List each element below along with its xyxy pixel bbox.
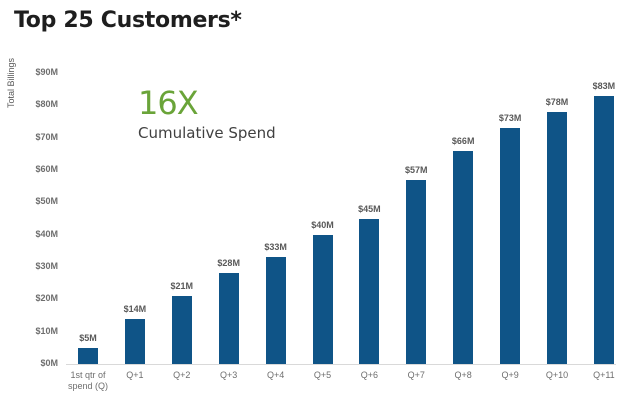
bar: [218, 273, 239, 364]
bar: [124, 318, 145, 364]
y-tick-label: $40M: [35, 228, 58, 239]
bar: [500, 127, 521, 364]
bar-value-label: $14M: [123, 303, 147, 314]
x-tick-label: Q+2: [173, 370, 191, 380]
bar: [171, 296, 192, 364]
x-axis-line: [66, 364, 616, 365]
y-tick-label: $50M: [35, 196, 58, 207]
bar: [78, 347, 98, 364]
bar-value-label: $78M: [545, 96, 569, 107]
x-tick-label: Q+3: [220, 370, 238, 380]
bar-value-label: $33M: [264, 242, 287, 253]
x-tick-label: Q+5: [313, 370, 332, 380]
bar-value-label: $57M: [405, 164, 428, 175]
y-tick-label: $30M: [35, 261, 58, 271]
y-tick-label: $70M: [35, 131, 58, 142]
bar-value-label: $66M: [451, 135, 475, 146]
callout-multiplier: 16X: [138, 84, 199, 122]
x-tick-label: Q+1: [126, 370, 144, 380]
bar: [593, 95, 614, 364]
x-tick-label: 1st qtr of spend (Q): [67, 370, 109, 391]
y-tick-label: $80M: [35, 99, 58, 110]
x-tick-label: Q+6: [360, 370, 379, 380]
bar: [312, 234, 333, 364]
y-tick-label: $20M: [35, 293, 58, 304]
chart-title: Top 25 Customers*: [14, 8, 242, 33]
bar-value-label: $28M: [217, 258, 240, 269]
bar: [265, 257, 286, 364]
x-tick-label: Q+8: [454, 370, 472, 380]
bar-value-label: $21M: [170, 281, 194, 292]
bar: [359, 218, 380, 364]
bar: [406, 179, 427, 364]
callout-label: Cumulative Spend: [138, 124, 276, 142]
y-tick-label: $0M: [40, 358, 58, 368]
x-tick-label: Q+7: [407, 370, 425, 380]
x-tick-label: Q+10: [545, 370, 569, 380]
bar-value-label: $73M: [498, 112, 522, 123]
y-tick-label: $60M: [35, 164, 58, 174]
bar-value-label: $5M: [79, 332, 97, 343]
bar: [547, 111, 567, 364]
y-tick-label: $90M: [35, 67, 58, 77]
bar-value-label: $83M: [592, 80, 616, 91]
bar: [453, 150, 474, 364]
y-tick-label: $10M: [35, 325, 58, 336]
bar-value-label: $45M: [358, 203, 381, 214]
bar-value-label: $40M: [311, 219, 334, 230]
x-tick-label: Q+9: [501, 370, 519, 380]
x-tick-label: Q+11: [593, 370, 615, 380]
x-tick-label: Q+4: [266, 370, 285, 380]
